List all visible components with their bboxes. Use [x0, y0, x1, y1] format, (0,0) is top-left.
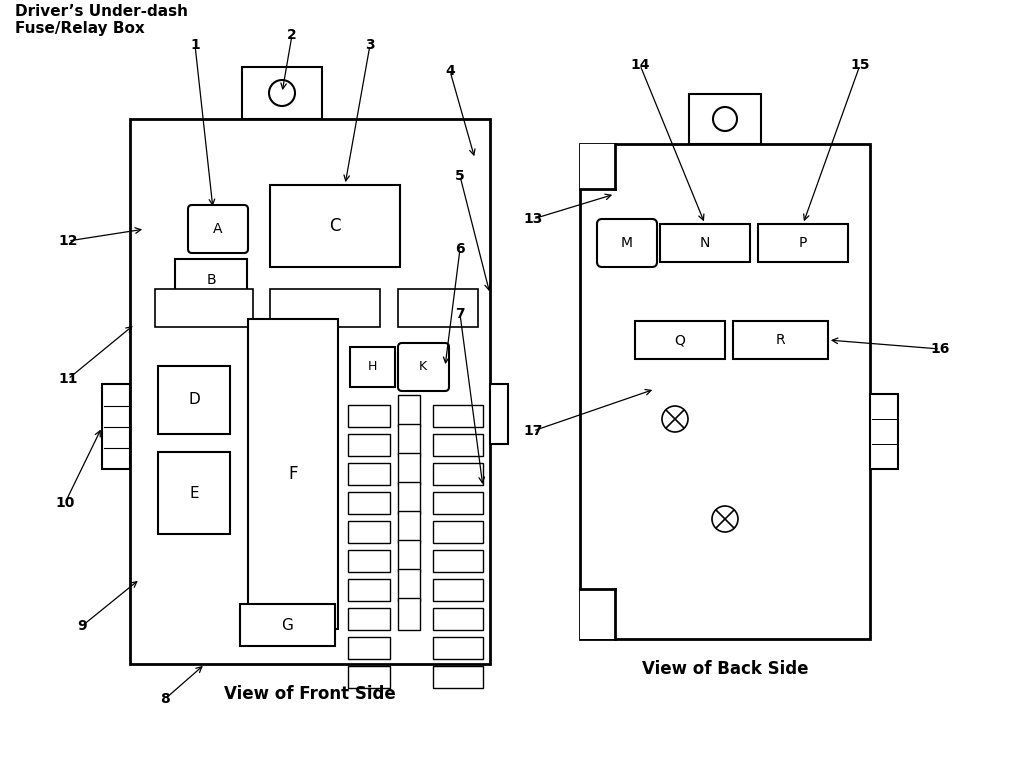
Bar	[348, 463, 390, 485]
Bar	[733, 321, 828, 359]
Bar	[130, 119, 490, 664]
Bar	[350, 347, 395, 387]
FancyBboxPatch shape	[597, 219, 657, 267]
Text: 16: 16	[931, 342, 949, 356]
Text: N: N	[699, 236, 711, 250]
Text: H: H	[368, 361, 377, 373]
Bar	[348, 637, 390, 659]
Bar	[433, 608, 483, 630]
Bar	[580, 589, 615, 639]
Bar	[580, 144, 870, 639]
Text: 1: 1	[190, 38, 200, 52]
Bar	[398, 511, 420, 543]
Circle shape	[662, 406, 688, 432]
Text: A: A	[213, 222, 223, 236]
Text: K: K	[419, 361, 427, 373]
Bar	[348, 434, 390, 456]
Text: D: D	[188, 392, 200, 408]
Bar	[398, 424, 420, 456]
Bar	[433, 579, 483, 601]
Bar	[248, 319, 338, 629]
Bar	[398, 540, 420, 572]
Circle shape	[713, 107, 737, 131]
Bar	[490, 384, 508, 444]
Text: 12: 12	[58, 234, 78, 248]
Text: M: M	[621, 236, 633, 250]
Text: 14: 14	[630, 58, 650, 72]
Text: 11: 11	[58, 372, 78, 386]
Text: 2: 2	[287, 28, 297, 42]
Text: C: C	[330, 217, 341, 235]
Bar	[398, 569, 420, 601]
Text: 8: 8	[160, 692, 170, 706]
Text: G: G	[281, 618, 293, 632]
Bar	[348, 666, 390, 688]
Text: 15: 15	[850, 58, 869, 72]
Bar	[240, 604, 335, 646]
Text: Q: Q	[675, 333, 685, 347]
Bar	[158, 366, 230, 434]
Bar	[348, 492, 390, 514]
Bar	[433, 434, 483, 456]
Bar	[270, 289, 380, 327]
Bar	[433, 463, 483, 485]
Bar	[689, 94, 761, 144]
Text: View of Front Side: View of Front Side	[224, 685, 396, 703]
Bar	[433, 492, 483, 514]
Text: Driver’s Under-dash
Fuse/Relay Box: Driver’s Under-dash Fuse/Relay Box	[15, 4, 188, 36]
Bar	[433, 666, 483, 688]
Text: P: P	[799, 236, 807, 250]
Text: 3: 3	[366, 38, 375, 52]
Text: E: E	[189, 486, 199, 500]
Bar	[398, 289, 478, 327]
Text: 9: 9	[77, 619, 87, 633]
Bar	[155, 289, 253, 327]
Bar	[398, 395, 420, 427]
Bar	[398, 598, 420, 630]
Bar	[270, 185, 400, 267]
Bar	[660, 224, 750, 262]
FancyBboxPatch shape	[398, 343, 449, 391]
Circle shape	[712, 506, 738, 532]
Bar	[348, 405, 390, 427]
Text: 10: 10	[55, 496, 75, 510]
Bar	[348, 579, 390, 601]
Text: 5: 5	[455, 169, 465, 183]
Circle shape	[269, 80, 295, 106]
Bar	[870, 394, 898, 469]
Text: 7: 7	[456, 307, 465, 321]
Bar	[242, 67, 322, 119]
Bar	[398, 482, 420, 514]
Bar	[398, 453, 420, 485]
Text: 17: 17	[523, 424, 543, 438]
Text: 4: 4	[445, 64, 455, 78]
Bar	[758, 224, 848, 262]
Text: R: R	[775, 333, 784, 347]
Bar	[102, 384, 130, 469]
Bar	[433, 637, 483, 659]
Bar	[433, 521, 483, 543]
Bar	[175, 259, 247, 301]
Bar	[348, 608, 390, 630]
Bar	[433, 405, 483, 427]
Text: F: F	[288, 465, 298, 483]
Text: B: B	[206, 273, 216, 287]
Text: View of Back Side: View of Back Side	[642, 660, 808, 678]
Bar	[348, 521, 390, 543]
Bar	[635, 321, 725, 359]
Text: 13: 13	[523, 212, 543, 226]
Bar	[580, 144, 615, 189]
FancyBboxPatch shape	[188, 205, 248, 253]
Bar	[433, 550, 483, 572]
Text: 6: 6	[456, 242, 465, 256]
Bar	[158, 452, 230, 534]
Bar	[348, 550, 390, 572]
